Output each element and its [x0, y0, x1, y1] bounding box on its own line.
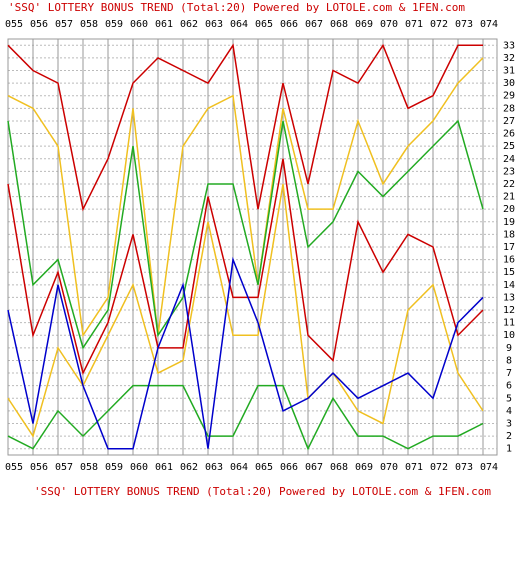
y-tick-label: 24	[503, 154, 515, 165]
x-tick-label: 066	[280, 462, 298, 473]
x-tick-label: 057	[55, 462, 73, 473]
x-tick-label: 072	[430, 19, 448, 30]
y-tick-label: 5	[506, 393, 512, 404]
x-tick-label: 059	[105, 19, 123, 30]
x-tick-label: 068	[330, 19, 348, 30]
series-line	[7, 183, 484, 438]
y-tick-label: 4	[506, 406, 512, 417]
x-tick-label: 070	[380, 462, 398, 473]
y-tick-label: 8	[506, 355, 512, 366]
y-tick-label: 27	[503, 116, 515, 127]
y-tick-label: 28	[503, 103, 515, 114]
x-tick-label: 064	[230, 19, 248, 30]
y-tick-label: 20	[503, 204, 515, 215]
x-tick-label: 071	[405, 19, 423, 30]
x-tick-label: 055	[5, 19, 23, 30]
y-tick-label: 9	[506, 343, 512, 354]
x-tick-label: 073	[455, 462, 473, 473]
x-tick-label: 067	[305, 19, 323, 30]
y-tick-label: 19	[503, 217, 515, 228]
y-tick-label: 14	[503, 280, 515, 291]
y-tick-label: 29	[503, 91, 515, 102]
x-tick-label: 067	[305, 462, 323, 473]
x-tick-label: 069	[355, 19, 373, 30]
x-tick-label: 069	[355, 462, 373, 473]
y-tick-label: 1	[506, 444, 512, 455]
x-tick-label: 065	[255, 19, 273, 30]
x-tick-label: 074	[480, 462, 498, 473]
x-tick-label: 074	[480, 19, 498, 30]
y-tick-label: 30	[503, 78, 515, 89]
y-tick-label: 12	[503, 305, 515, 316]
x-tick-label: 068	[330, 462, 348, 473]
x-tick-label: 060	[130, 462, 148, 473]
x-tick-label: 062	[180, 19, 198, 30]
x-tick-label: 062	[180, 462, 198, 473]
y-tick-label: 11	[503, 318, 515, 329]
y-tick-label: 16	[503, 255, 515, 266]
y-tick-label: 2	[506, 431, 512, 442]
y-tick-label: 26	[503, 129, 515, 140]
x-tick-label: 060	[130, 19, 148, 30]
y-tick-label: 25	[503, 141, 515, 152]
x-tick-label: 063	[205, 462, 223, 473]
x-tick-label: 059	[105, 462, 123, 473]
y-tick-label: 17	[503, 242, 515, 253]
x-tick-label: 061	[155, 19, 173, 30]
series-line	[7, 43, 483, 212]
y-tick-label: 13	[503, 292, 515, 303]
x-tick-label: 058	[80, 19, 98, 30]
x-tick-label: 061	[155, 462, 173, 473]
y-tick-label: 33	[503, 40, 515, 51]
x-tick-label: 058	[80, 462, 98, 473]
x-tick-label: 066	[280, 19, 298, 30]
x-tick-label: 056	[30, 462, 48, 473]
series-line	[7, 57, 484, 338]
x-tick-label: 064	[230, 462, 248, 473]
x-tick-label: 071	[405, 462, 423, 473]
y-tick-label: 21	[503, 192, 515, 203]
y-tick-label: 7	[506, 368, 512, 379]
y-tick-label: 32	[503, 53, 515, 64]
series-line	[7, 256, 484, 450]
y-tick-label: 23	[503, 166, 515, 177]
x-tick-label: 063	[205, 19, 223, 30]
x-tick-label: 070	[380, 19, 398, 30]
x-tick-label: 073	[455, 19, 473, 30]
y-tick-label: 18	[503, 229, 515, 240]
chart-title: 'SSQ' LOTTERY BONUS TREND (Total:20) Pow…	[8, 1, 465, 14]
y-tick-label: 31	[503, 66, 515, 77]
series-line	[7, 384, 484, 451]
y-tick-label: 22	[503, 179, 515, 190]
x-tick-label: 057	[55, 19, 73, 30]
x-tick-label: 056	[30, 19, 48, 30]
x-tick-label: 055	[5, 462, 23, 473]
x-tick-label: 065	[255, 462, 273, 473]
y-tick-label: 10	[503, 330, 515, 341]
y-tick-label: 3	[506, 418, 512, 429]
y-tick-label: 6	[506, 381, 512, 392]
x-tick-label: 072	[430, 462, 448, 473]
series-line	[7, 119, 484, 350]
y-tick-label: 15	[503, 267, 515, 278]
series-line	[7, 158, 484, 376]
chart-footer-title: 'SSQ' LOTTERY BONUS TREND (Total:20) Pow…	[34, 485, 491, 498]
